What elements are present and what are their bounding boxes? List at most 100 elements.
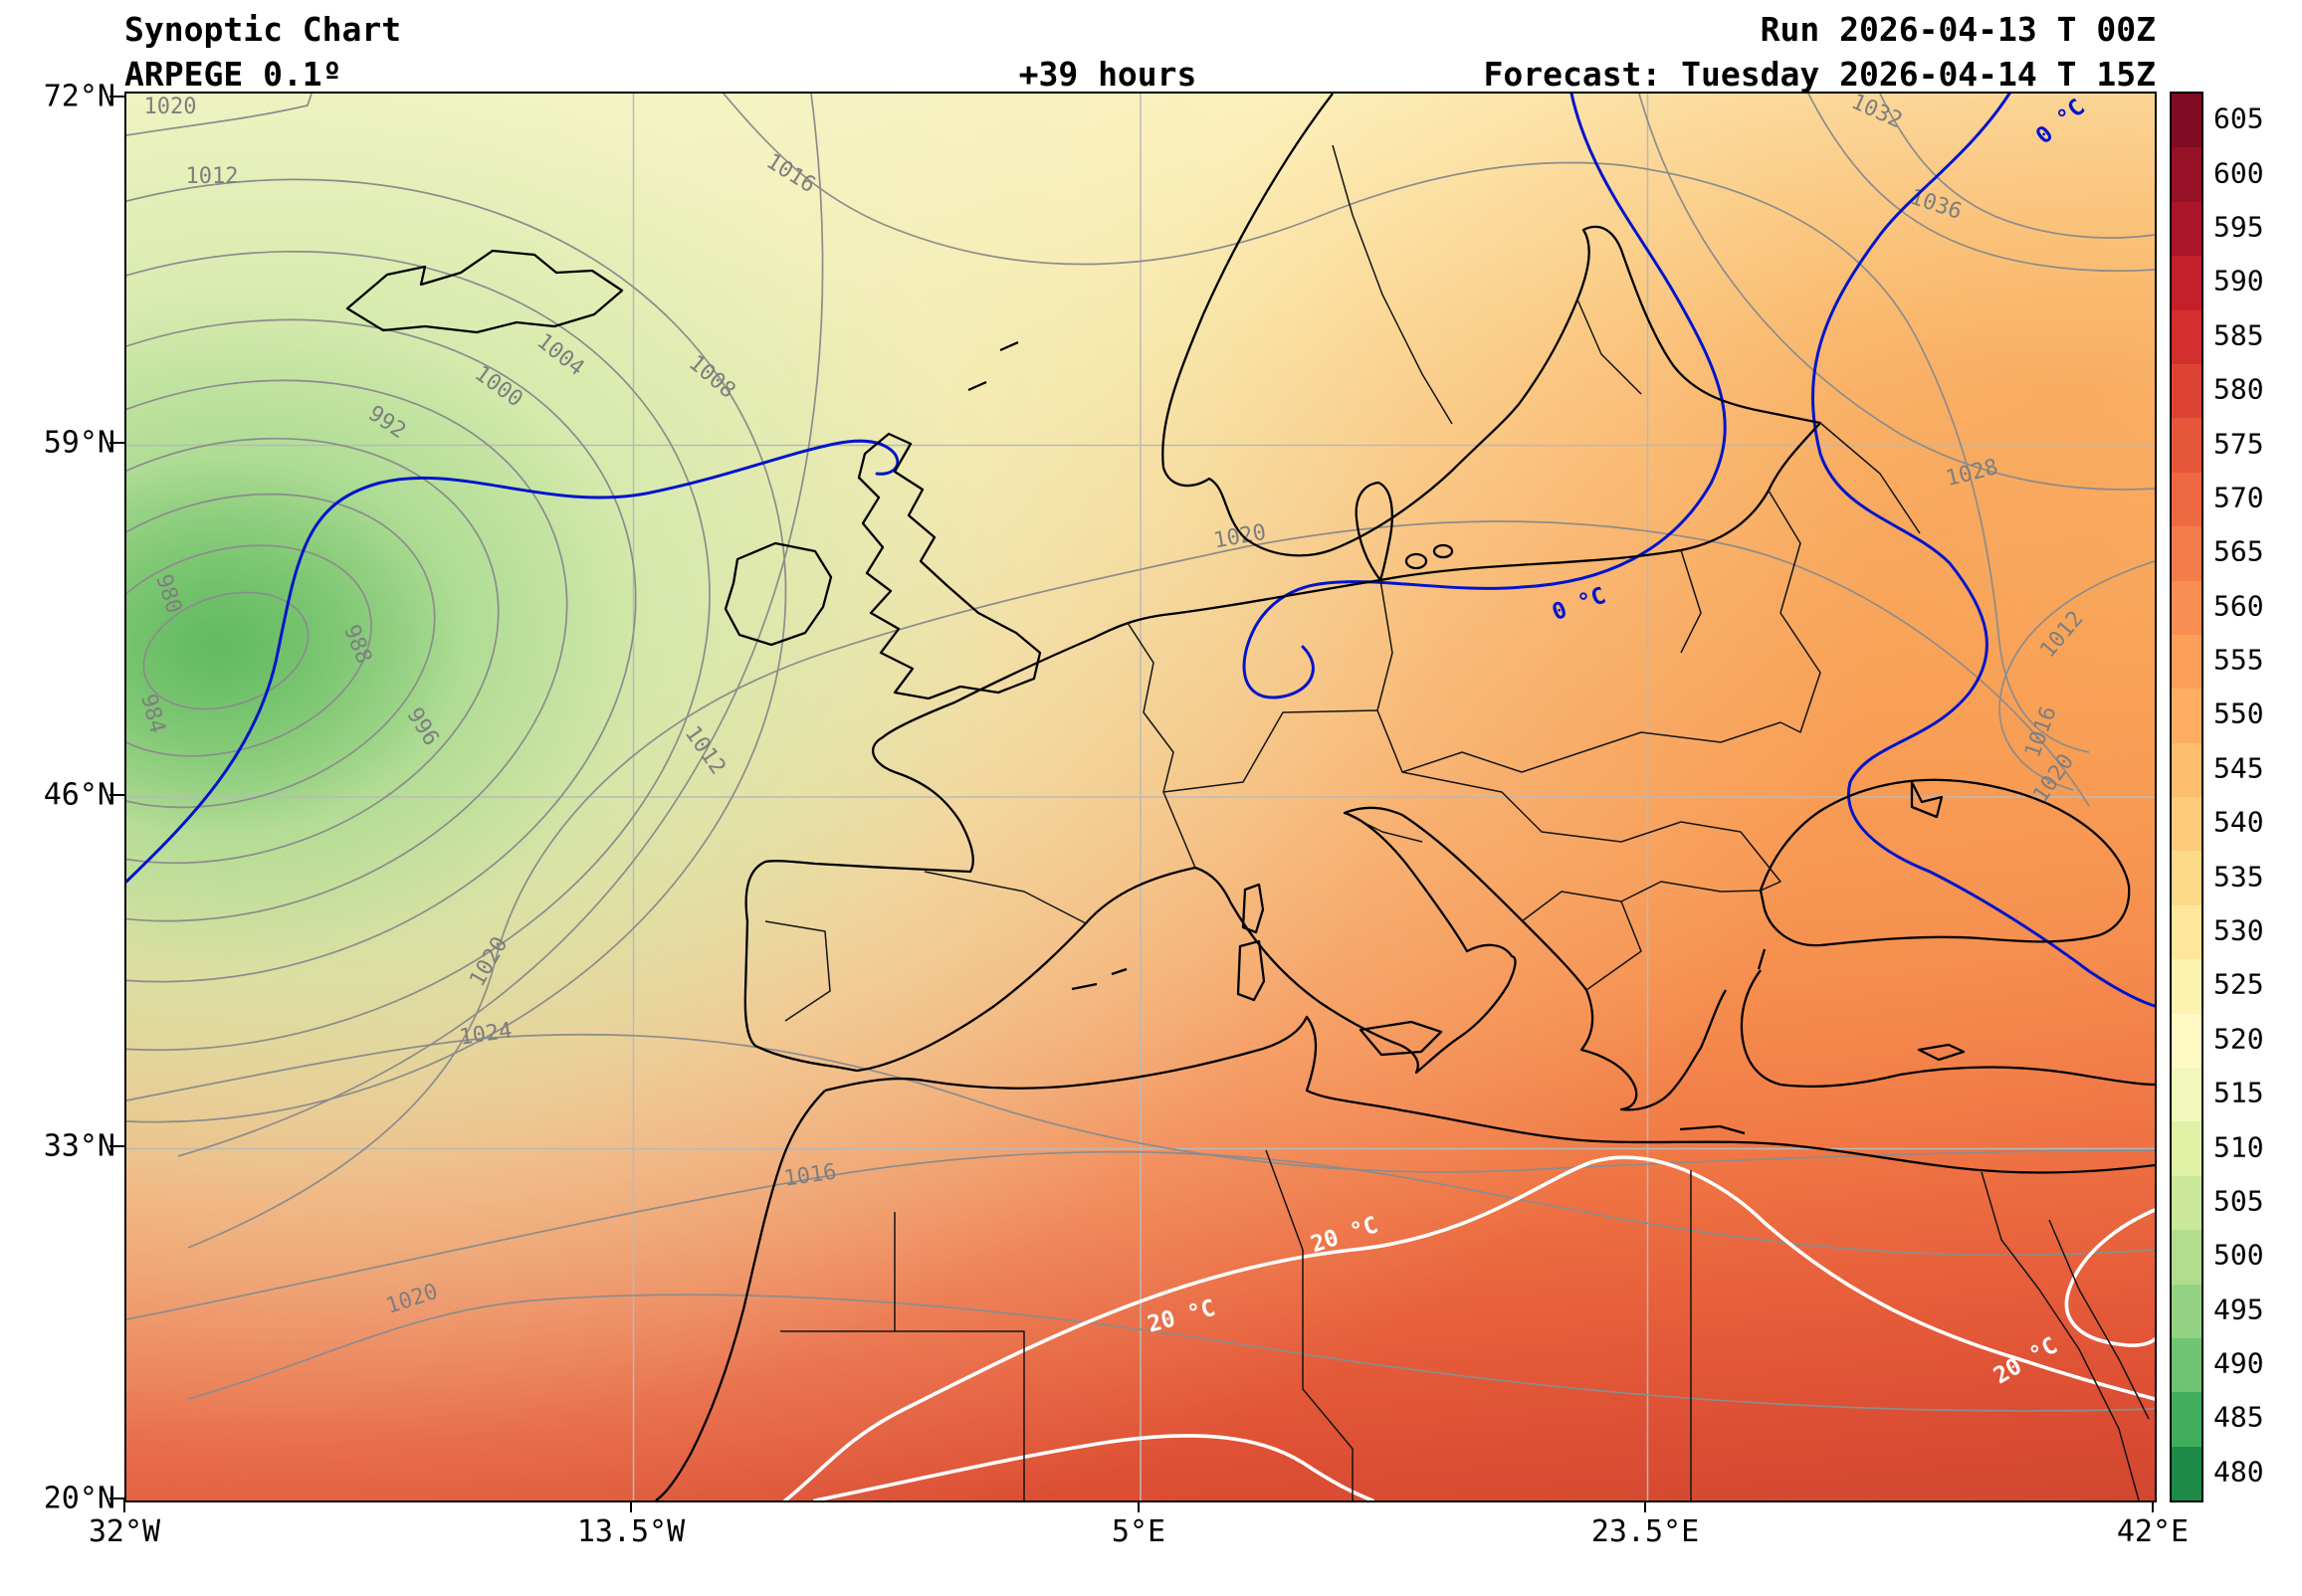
- colorbar-tick-label: 520: [2213, 1022, 2264, 1056]
- map-plot-area: 1020 1012 980 984 988 992 996 1000 1004 …: [124, 92, 2157, 1502]
- colorbar-band: [2172, 742, 2201, 798]
- warm-line: [2064, 1208, 2155, 1347]
- isobar-1020: [126, 94, 313, 136]
- warm-line: [813, 1434, 1374, 1500]
- coastline-layer: [345, 94, 2155, 1500]
- colorbar-tick-label: 500: [2213, 1238, 2264, 1272]
- colorbar-band: [2172, 1337, 2201, 1393]
- colorbar-band: [2172, 1284, 2201, 1338]
- page-title: Synoptic Chart: [124, 10, 402, 49]
- isobar-label: 980: [150, 571, 186, 617]
- warm-label-layer: 20 °C 20 °C 20 °C: [1145, 1212, 2062, 1389]
- colorbar-swatches: [2170, 92, 2203, 1502]
- y-tick: [109, 794, 124, 796]
- freezing-isotherm-layer: [126, 94, 2155, 1008]
- colorbar-tick-label: 595: [2213, 210, 2264, 244]
- y-tick: [109, 96, 124, 98]
- colorbar-tick-label: 555: [2213, 643, 2264, 677]
- isobar-label: 984: [135, 692, 169, 736]
- colorbar-band: [2172, 851, 2201, 905]
- coastline-scandinavia: [1161, 94, 1822, 582]
- colorbar-band: [2172, 1121, 2201, 1176]
- lat-tick-label: 33°N: [43, 1128, 115, 1164]
- colorbar-band: [2172, 1392, 2201, 1447]
- colorbar-tick-label: 525: [2213, 967, 2264, 1001]
- colorbar-tick-label: 505: [2213, 1184, 2264, 1218]
- lat-tick-label: 72°N: [43, 79, 115, 114]
- isobar-label: 1012: [186, 164, 239, 189]
- colorbar-tick-label: 560: [2213, 589, 2264, 623]
- colorbar-band: [2172, 418, 2201, 473]
- coastline-west-europe-mediterranean: [743, 578, 1727, 1111]
- colorbar-band: [2172, 201, 2201, 257]
- colorbar-band: [2172, 797, 2201, 852]
- coastline-ireland: [724, 541, 833, 647]
- isobar-label: 996: [401, 703, 443, 750]
- graticule-layer: [126, 94, 2155, 1500]
- isobar-label: 992: [363, 401, 410, 444]
- freezing-line-label: 0 °C: [2031, 95, 2090, 150]
- isobar-label: 1016: [761, 149, 819, 198]
- colorbar-tick-label: 545: [2213, 751, 2264, 785]
- freezing-line-label: 0 °C: [1549, 583, 1609, 626]
- isobar-label: 1016: [2020, 703, 2062, 761]
- isobar-1024: [126, 1033, 2155, 1173]
- lon-tick-label: 5°E: [1111, 1514, 1166, 1549]
- coastline-shetland: [967, 340, 1019, 392]
- colorbar-tick-label: 510: [2213, 1130, 2264, 1163]
- colorbar-tick-label: 580: [2213, 372, 2264, 406]
- coastline-islands: [1071, 883, 1966, 1135]
- isobar-layer: [126, 94, 2155, 1412]
- colorbar-tick-label: 535: [2213, 860, 2264, 894]
- run-label: Run 2026-04-13 T 00Z: [1760, 10, 2156, 49]
- isobar-1016: [126, 1150, 2155, 1320]
- isobar-1012: [177, 94, 824, 1157]
- freezing-line: [126, 439, 900, 884]
- lon-tick-label: 13.5°W: [576, 1514, 686, 1549]
- y-tick: [109, 1497, 124, 1499]
- colorbar-band: [2172, 363, 2201, 419]
- colorbar-tick-label: 530: [2213, 913, 2264, 947]
- colorbar-band: [2172, 1446, 2201, 1501]
- map-overlay-svg: 1020 1012 980 984 988 992 996 1000 1004 …: [126, 94, 2155, 1500]
- lon-tick-label: 42°E: [2116, 1514, 2190, 1549]
- colorbar-band: [2172, 147, 2201, 202]
- colorbar-band: [2172, 580, 2201, 635]
- isobar-1028: [1638, 94, 2155, 491]
- isobar-1016: [723, 94, 2090, 753]
- colorbar-tick-label: 485: [2213, 1400, 2264, 1434]
- low-pressure-isobars: [126, 178, 787, 1123]
- isobar-label-layer: 1020 1012 980 984 988 992 996 1000 1004 …: [135, 94, 2089, 1319]
- coastline-iceland: [345, 249, 624, 334]
- colorbar-tick-label: 600: [2213, 156, 2264, 190]
- colorbar-band: [2172, 309, 2201, 364]
- lat-tick-label: 59°N: [43, 425, 115, 461]
- isobar-label: 1020: [1212, 520, 1269, 554]
- lat-tick-label: 46°N: [43, 777, 115, 813]
- forecast-label: Forecast: Tuesday 2026-04-14 T 15Z: [1483, 55, 2156, 94]
- colorbar-band: [2172, 959, 2201, 1014]
- colorbar-tick-label: 575: [2213, 427, 2264, 460]
- warm-isotherm-layer: [783, 1155, 2155, 1500]
- colorbar-tick-label: 570: [2213, 481, 2264, 514]
- x-tick: [1138, 1498, 1140, 1512]
- colorbar-labels: 605 600 595 590 585 580 575 570 565 560 555 550 545 5…: [2213, 92, 2301, 1498]
- coastline-denmark: [1355, 481, 1454, 581]
- isobar-label: 1036: [1907, 185, 1965, 225]
- lon-tick-label: 32°W: [88, 1514, 161, 1549]
- isobar-1012: [1998, 560, 2155, 791]
- colorbar-band: [2172, 1175, 2201, 1231]
- freezing-line: [1242, 94, 1727, 699]
- isobar-label: 1000: [470, 361, 527, 412]
- isobar-label: 1020: [383, 1280, 441, 1319]
- colorbar-band: [2172, 634, 2201, 690]
- warm-line-label: 20 °C: [1145, 1296, 1218, 1338]
- colorbar-tick-label: 515: [2213, 1076, 2264, 1109]
- freezing-label-layer: 0 °C 0 °C: [1549, 95, 2090, 626]
- isobar-label: 1012: [2035, 606, 2088, 663]
- borders-africa: [780, 1149, 2150, 1500]
- colorbar-tick-label: 480: [2213, 1455, 2264, 1489]
- border-layer: [764, 144, 2150, 1500]
- coastline-black-sea: [1757, 778, 2131, 970]
- isobar-label: 1032: [1847, 94, 1906, 133]
